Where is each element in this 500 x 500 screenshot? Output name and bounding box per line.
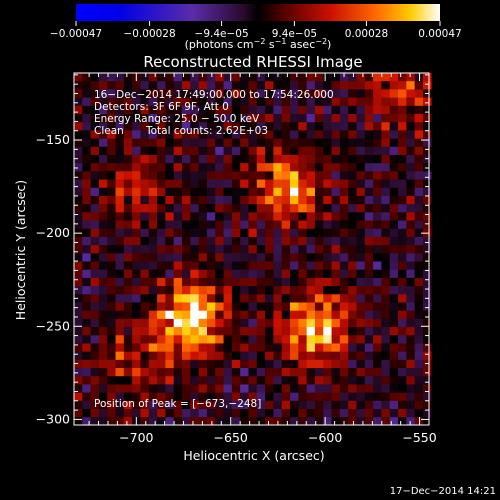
colorbar-tick-label: −0.00047 (50, 28, 102, 40)
colorbar-tick-label: 0.00028 (345, 28, 388, 40)
annotation-peak: Position of Peak = [−673,−248] (94, 398, 261, 410)
y-tick-label: −300 (36, 411, 70, 426)
footer-timestamp: 17−Dec−2014 14:21 (390, 486, 496, 497)
colorbar (76, 4, 440, 21)
heatmap-image (74, 72, 432, 426)
colorbar-unit: (photons cm−2 s−1 asec−2) (185, 37, 332, 51)
annotation-counts: Total counts: 2.62E+03 (145, 125, 268, 137)
y-tick-label: −200 (36, 225, 70, 240)
annotation-detectors: Detectors: 3F 6F 9F, Att 0 (94, 101, 229, 113)
x-tick-label: −650 (214, 430, 248, 445)
annotation-energy: Energy Range: 25.0 − 50.0 keV (94, 113, 260, 125)
annotation-clean: Clean (94, 125, 124, 137)
x-tick-label: −700 (119, 430, 153, 445)
x-tick-label: −600 (308, 430, 342, 445)
y-tick-label: −150 (36, 132, 70, 147)
x-axis-label: Heliocentric X (arcsec) (183, 448, 324, 463)
colorbar-tick-label: 0.00047 (418, 28, 461, 40)
y-axis-label: Heliocentric Y (arcsec) (13, 180, 28, 320)
axes: −700 −650 −600 −550 −150 −200 −250 −300 (36, 73, 437, 445)
colorbar-tick-label: 9.4e−05 (272, 28, 317, 40)
plot-frame (73, 72, 430, 426)
x-tick-label: −550 (402, 430, 436, 445)
colorbar-tick-label: −9.4e−05 (195, 28, 249, 40)
colorbar-tick-label: −0.00028 (123, 28, 175, 40)
annotation-time-range: 16−Dec−2014 17:49:00.000 to 17:54:26.000 (94, 89, 334, 101)
y-tick-label: −250 (36, 318, 70, 333)
colorbar-ticks: −0.00047 −0.00028 −9.4e−05 9.4e−05 0.00028 0.… (50, 21, 462, 40)
chart-title: Reconstructed RHESSI Image (143, 53, 362, 71)
